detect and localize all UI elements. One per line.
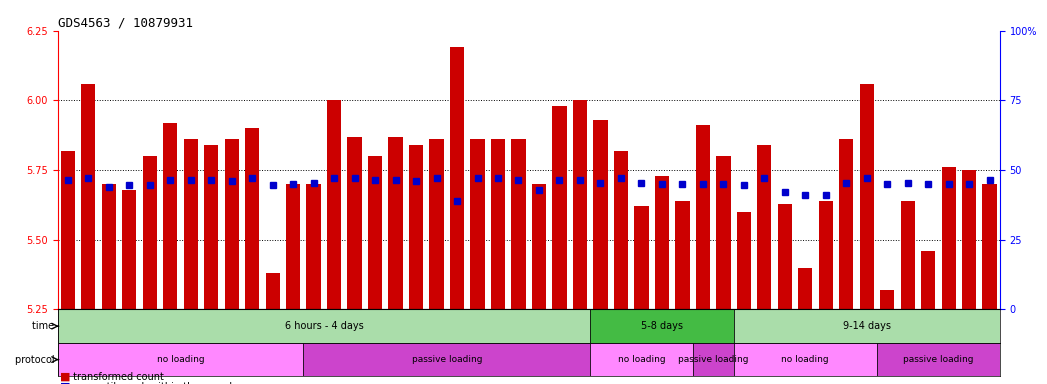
Bar: [778, 204, 792, 310]
Bar: [734, 310, 1000, 343]
Bar: [511, 139, 526, 310]
Text: no loading: no loading: [618, 355, 665, 364]
Bar: [881, 290, 894, 310]
Bar: [367, 156, 382, 310]
Text: ■: ■: [60, 372, 70, 382]
Text: time: time: [32, 321, 58, 331]
Bar: [798, 268, 812, 310]
Text: no loading: no loading: [781, 355, 829, 364]
Bar: [163, 123, 177, 310]
Bar: [286, 184, 300, 310]
Bar: [142, 156, 157, 310]
Bar: [594, 120, 607, 310]
Text: 9-14 days: 9-14 days: [843, 321, 891, 331]
Bar: [327, 100, 341, 310]
Text: passive loading: passive loading: [904, 355, 974, 364]
Bar: [532, 184, 547, 310]
Bar: [737, 212, 751, 310]
Bar: [654, 175, 669, 310]
Bar: [982, 184, 997, 310]
Bar: [409, 145, 423, 310]
Bar: [860, 84, 874, 310]
Bar: [429, 139, 444, 310]
Bar: [693, 343, 734, 376]
Bar: [470, 139, 485, 310]
Bar: [183, 139, 198, 310]
Bar: [61, 151, 75, 310]
Bar: [224, 139, 239, 310]
Bar: [58, 343, 304, 376]
Bar: [304, 343, 591, 376]
Bar: [348, 137, 362, 310]
Bar: [204, 145, 219, 310]
Bar: [122, 190, 136, 310]
Bar: [695, 126, 710, 310]
Text: ■: ■: [60, 382, 70, 384]
Bar: [591, 310, 734, 343]
Bar: [900, 201, 915, 310]
Bar: [388, 137, 403, 310]
Bar: [734, 343, 877, 376]
Bar: [307, 184, 320, 310]
Text: passive loading: passive loading: [677, 355, 749, 364]
Bar: [58, 310, 591, 343]
Bar: [450, 48, 464, 310]
Text: 5-8 days: 5-8 days: [641, 321, 683, 331]
Bar: [877, 343, 1000, 376]
Bar: [716, 156, 731, 310]
Bar: [552, 106, 566, 310]
Text: passive loading: passive loading: [411, 355, 482, 364]
Bar: [245, 128, 260, 310]
Bar: [962, 170, 976, 310]
Bar: [675, 201, 690, 310]
Bar: [819, 201, 833, 310]
Bar: [839, 139, 853, 310]
Bar: [266, 273, 280, 310]
Bar: [614, 151, 628, 310]
Text: GDS4563 / 10879931: GDS4563 / 10879931: [58, 17, 193, 30]
Bar: [491, 139, 505, 310]
Bar: [102, 184, 116, 310]
Text: transformed count: transformed count: [70, 372, 164, 382]
Bar: [591, 343, 693, 376]
Bar: [82, 84, 95, 310]
Bar: [634, 206, 648, 310]
Bar: [573, 100, 587, 310]
Text: 6 hours - 4 days: 6 hours - 4 days: [285, 321, 363, 331]
Bar: [941, 167, 956, 310]
Bar: [757, 145, 772, 310]
Text: percentile rank within the sample: percentile rank within the sample: [70, 382, 239, 384]
Text: protocol: protocol: [15, 354, 58, 364]
Bar: [921, 251, 935, 310]
Text: no loading: no loading: [157, 355, 204, 364]
